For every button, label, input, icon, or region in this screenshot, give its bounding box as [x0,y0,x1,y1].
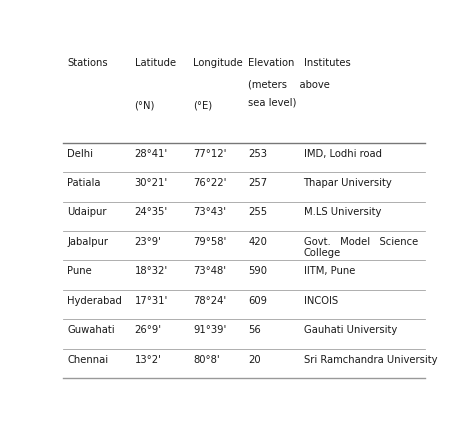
Text: 609: 609 [248,296,267,306]
Text: 253: 253 [248,148,267,159]
Text: 18°32': 18°32' [135,266,168,276]
Text: Hyderabad: Hyderabad [67,296,122,306]
Text: 28°41': 28°41' [135,148,168,159]
Text: Guwahati: Guwahati [67,325,115,335]
Text: 257: 257 [248,178,267,188]
Text: Delhi: Delhi [67,148,93,159]
Text: Longitude: Longitude [193,58,243,68]
Text: Thapar University: Thapar University [303,178,392,188]
Text: 73°48': 73°48' [193,266,227,276]
Text: 590: 590 [248,266,267,276]
Text: 255: 255 [248,207,267,218]
Text: (°E): (°E) [193,101,212,111]
Text: IMD, Lodhi road: IMD, Lodhi road [303,148,382,159]
Text: Gauhati University: Gauhati University [303,325,397,335]
Text: M.LS University: M.LS University [303,207,381,218]
Text: 26°9': 26°9' [135,325,162,335]
Text: 23°9': 23°9' [135,237,162,247]
Text: 73°43': 73°43' [193,207,227,218]
Text: 56: 56 [248,325,261,335]
Text: Govt.   Model   Science
College: Govt. Model Science College [303,237,418,258]
Text: Chennai: Chennai [67,355,109,365]
Text: Patiala: Patiala [67,178,101,188]
Text: IITM, Pune: IITM, Pune [303,266,355,276]
Text: 76°22': 76°22' [193,178,227,188]
Text: Udaipur: Udaipur [67,207,107,218]
Text: 17°31': 17°31' [135,296,168,306]
Text: Pune: Pune [67,266,92,276]
Text: 80°8': 80°8' [193,355,220,365]
Text: 420: 420 [248,237,267,247]
Text: 20: 20 [248,355,261,365]
Text: (meters    above: (meters above [248,79,330,90]
Text: Latitude: Latitude [135,58,176,68]
Text: 24°35': 24°35' [135,207,168,218]
Text: sea level): sea level) [248,97,297,108]
Text: Institutes: Institutes [303,58,350,68]
Text: (°N): (°N) [135,101,155,111]
Text: 30°21': 30°21' [135,178,168,188]
Text: 79°58': 79°58' [193,237,227,247]
Text: Elevation: Elevation [248,58,295,68]
Text: INCOIS: INCOIS [303,296,337,306]
Text: Stations: Stations [67,58,108,68]
Text: Jabalpur: Jabalpur [67,237,109,247]
Text: 13°2': 13°2' [135,355,162,365]
Text: Sri Ramchandra University: Sri Ramchandra University [303,355,437,365]
Text: 91°39': 91°39' [193,325,227,335]
Text: 78°24': 78°24' [193,296,227,306]
Text: 77°12': 77°12' [193,148,227,159]
